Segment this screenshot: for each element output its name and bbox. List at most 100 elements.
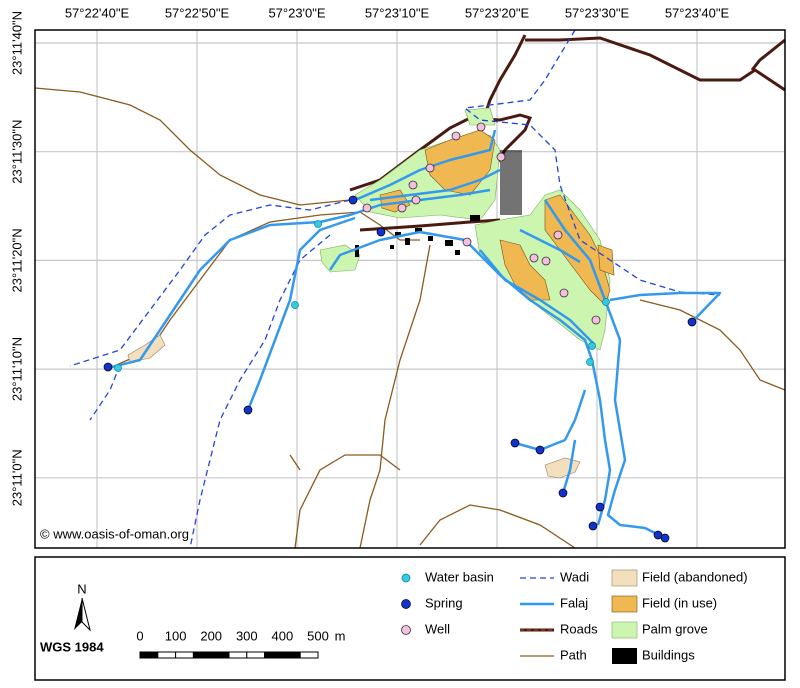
legend-label: Falaj: [560, 595, 588, 610]
x-label: 57°23'10"E: [365, 5, 430, 20]
building: [470, 215, 480, 221]
road: [359, 218, 501, 232]
falaj: [354, 129, 497, 202]
palm-grove: [464, 107, 496, 126]
water-basin: [588, 342, 596, 350]
water-basin: [291, 301, 299, 309]
building: [415, 228, 422, 233]
water-basin: [602, 298, 610, 306]
water-basins: [114, 220, 610, 372]
scale-label: 300: [236, 628, 258, 643]
y-label: 23°11'10"N: [9, 337, 24, 401]
scale-segment: [175, 651, 194, 659]
falaj: [328, 230, 612, 526]
x-label: 57°23'20"E: [465, 5, 530, 20]
well: [553, 230, 563, 240]
springs: [103, 195, 697, 543]
falaj: [561, 439, 577, 494]
y-labels: 23°11'40"N 23°11'30"N 23°11'20"N 23°11'10"N…: [9, 11, 24, 506]
field-in-use: [597, 244, 615, 276]
legend-symbol: [401, 625, 411, 635]
spring: [103, 362, 113, 372]
scale-segment: [192, 651, 212, 659]
legend-label: Field (in use): [642, 595, 717, 610]
map: © www.oasis-of-oman.org: [34, 29, 786, 549]
spring: [535, 445, 545, 455]
falaj: [479, 249, 596, 346]
building: [395, 232, 401, 237]
scale-segment: [210, 651, 230, 659]
map-frame: [34, 29, 786, 549]
well: [397, 203, 407, 213]
scale-segment: [299, 651, 319, 659]
spring: [376, 227, 386, 237]
x-label: 57°22'40"E: [65, 5, 130, 20]
well: [529, 253, 539, 263]
y-label: 23°11'30"N: [9, 120, 24, 184]
spring: [510, 438, 520, 448]
path-line: [359, 244, 431, 549]
datum: WGS 1984: [40, 639, 104, 654]
legend: N WGS 1984 0 100 200 300 400 500 m Water basin…: [34, 556, 786, 681]
map-frame-bg: [35, 30, 785, 548]
y-label: 23°11'0"N: [9, 449, 24, 506]
road: [750, 38, 786, 71]
scale-segment: [246, 651, 266, 659]
north-arrow: [74, 598, 82, 630]
scale-segment: [157, 651, 177, 659]
legend-symbol: [401, 599, 411, 609]
falaj: [246, 216, 356, 411]
map-symbol: [114, 364, 122, 372]
scale-label: 500: [307, 628, 329, 643]
buildings: [355, 150, 522, 257]
legend-symbol: [612, 648, 637, 664]
legend-symbol: [611, 595, 638, 613]
falaj: [519, 228, 581, 264]
building: [390, 245, 394, 249]
well: [408, 180, 418, 190]
building: [355, 245, 359, 257]
scale-segment: [264, 651, 283, 659]
falaj: [609, 291, 722, 323]
path-line: [109, 211, 420, 369]
well: [425, 163, 435, 173]
north-arrow: [81, 597, 91, 632]
legend-label: Well: [425, 621, 450, 636]
legend-label: Palm grove: [642, 621, 708, 636]
spring: [558, 488, 568, 498]
credit: © www.oasis-of-oman.org: [40, 526, 189, 541]
spring: [660, 533, 670, 543]
spring: [348, 195, 358, 205]
spring: [243, 405, 253, 415]
map-symbol: [314, 220, 322, 228]
spring: [588, 521, 598, 531]
field-in-use: [499, 239, 551, 301]
north-label: N: [77, 581, 86, 596]
water-basin: [314, 220, 322, 228]
path-line: [34, 87, 351, 206]
well: [462, 237, 472, 247]
road: [525, 36, 786, 92]
scale-segment: [228, 651, 248, 659]
falaj: [543, 199, 666, 540]
legend-label: Field (abandoned): [642, 569, 748, 584]
spring: [595, 502, 605, 512]
path-line: [294, 454, 401, 549]
water-basin: [114, 364, 122, 372]
wadi: [189, 234, 331, 549]
legend-label: Roads: [560, 621, 598, 636]
building: [445, 240, 453, 246]
map-symbol: [602, 298, 610, 306]
spring: [687, 317, 697, 327]
x-label: 57°23'40"E: [665, 5, 730, 20]
well: [362, 203, 372, 213]
water-basin: [586, 358, 594, 366]
well: [451, 131, 461, 141]
map-symbol: [291, 301, 299, 309]
legend-label: Path: [560, 647, 587, 662]
legend-label: Spring: [425, 595, 463, 610]
building: [428, 236, 433, 241]
legend-label: Buildings: [642, 647, 695, 662]
legend-symbol: [611, 569, 638, 587]
